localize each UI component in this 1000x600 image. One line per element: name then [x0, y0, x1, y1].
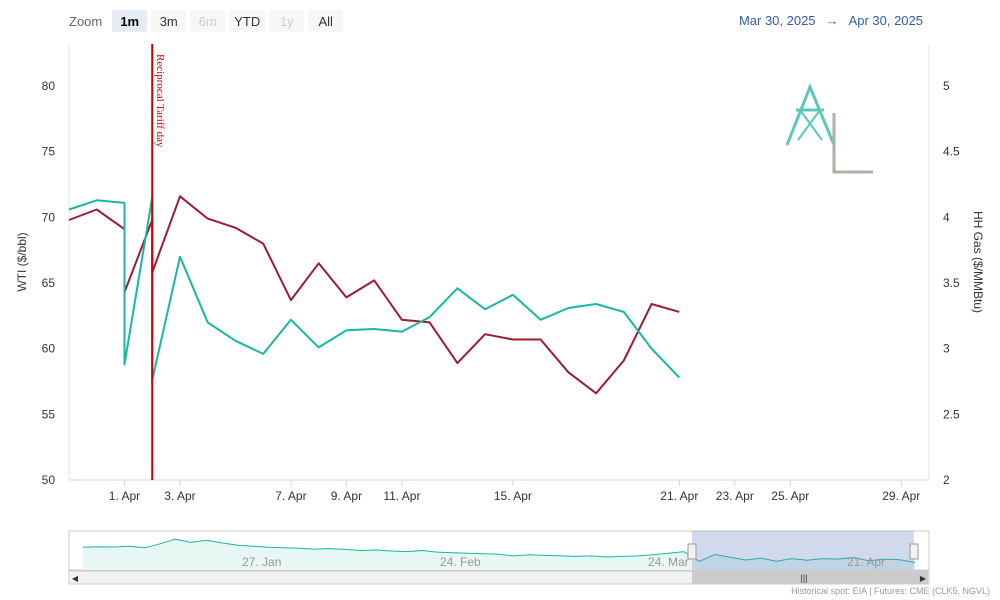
- y-right-tick-label: 2: [943, 473, 950, 487]
- logo-tower-outline: [785, 83, 836, 146]
- zoom-button-6m[interactable]: 6m: [190, 10, 226, 32]
- y-left-tick-label: 60: [42, 342, 56, 356]
- navigator-tick-label: 24. Feb: [440, 555, 481, 569]
- x-tick-label: 29. Apr: [882, 489, 920, 503]
- x-tick-label: 7. Apr: [275, 489, 306, 503]
- x-tick-label: 9. Apr: [331, 489, 362, 503]
- range-selector: Zoom 1m 3m 6m YTD 1y All: [69, 9, 344, 33]
- x-tick-label: 25. Apr: [771, 489, 809, 503]
- navigator-selection: [692, 531, 914, 570]
- y-right-tick-label: 5: [943, 79, 950, 93]
- y-right-tick-label: 3: [943, 342, 950, 356]
- y-left-tick-label: 75: [42, 145, 56, 159]
- date-range: Mar 30, 2025 → Apr 30, 2025: [739, 13, 923, 28]
- zoom-button-3m[interactable]: 3m: [151, 10, 187, 32]
- scrollbar-thumb[interactable]: [692, 571, 928, 584]
- y-left-tick-label: 80: [42, 79, 56, 93]
- y-right-tick-label: 4.5: [943, 145, 960, 159]
- logo-tower-brace: [797, 109, 821, 141]
- series-line-wti: [68, 195, 680, 395]
- y-right-tick-label: 2.5: [943, 407, 960, 421]
- scroll-right-arrow-icon[interactable]: ▶: [920, 574, 927, 583]
- navigator-tick-label: 27. Jan: [242, 555, 281, 569]
- range-arrow: →: [825, 13, 839, 28]
- range-from-date[interactable]: Mar 30, 2025: [738, 13, 816, 28]
- logo-tower-brace: [799, 109, 823, 141]
- plot-line-label: Reciprocal Tariff day: [154, 54, 166, 148]
- zoom-button-ytd[interactable]: YTD: [229, 10, 266, 32]
- scroll-left-arrow-icon[interactable]: ◀: [72, 574, 79, 583]
- zoom-button-1y[interactable]: 1y: [269, 10, 305, 32]
- transmission-tower-icon: [785, 83, 873, 174]
- navigator-series: [82, 538, 916, 563]
- logo-l-mark: [832, 113, 873, 174]
- y-left-axis-title: WTI ($/bbl): [15, 232, 29, 291]
- x-tick-label: 3. Apr: [164, 489, 195, 503]
- y-left-tick-label: 55: [42, 407, 56, 421]
- range-to-date[interactable]: Apr 30, 2025: [848, 13, 923, 28]
- y-left-tick-label: 50: [42, 473, 56, 487]
- x-tick-label: 21. Apr: [660, 489, 698, 503]
- navigator-tick-label: 24. Mar: [648, 555, 689, 569]
- x-tick-label: 11. Apr: [383, 489, 420, 503]
- credits: Historical spot: EIA | Futures: CME (CLK…: [791, 586, 990, 596]
- y-right-axis-title: HH Gas ($/MMBtu): [971, 211, 985, 313]
- navigator-handle-right[interactable]: [909, 543, 919, 560]
- zoom-button-all[interactable]: All: [308, 10, 344, 32]
- scrollbar-grip-icon: |||: [800, 573, 807, 583]
- x-tick-label: 15. Apr: [494, 489, 532, 503]
- zoom-button-1m[interactable]: 1m: [112, 10, 148, 32]
- y-right-tick-label: 4: [943, 210, 950, 224]
- y-left-tick-label: 65: [42, 276, 56, 290]
- zoom-label: Zoom: [69, 13, 103, 29]
- x-tick-label: 23. Apr: [716, 489, 754, 503]
- y-left-tick-label: 70: [42, 210, 56, 224]
- y-right-tick-label: 3.5: [943, 276, 960, 290]
- x-tick-label: 1. Apr: [109, 489, 140, 503]
- navigator-tick-label: 21. Apr: [847, 555, 885, 569]
- series-line-hh-gas: [68, 196, 681, 382]
- navigator-handle-left[interactable]: [687, 543, 697, 560]
